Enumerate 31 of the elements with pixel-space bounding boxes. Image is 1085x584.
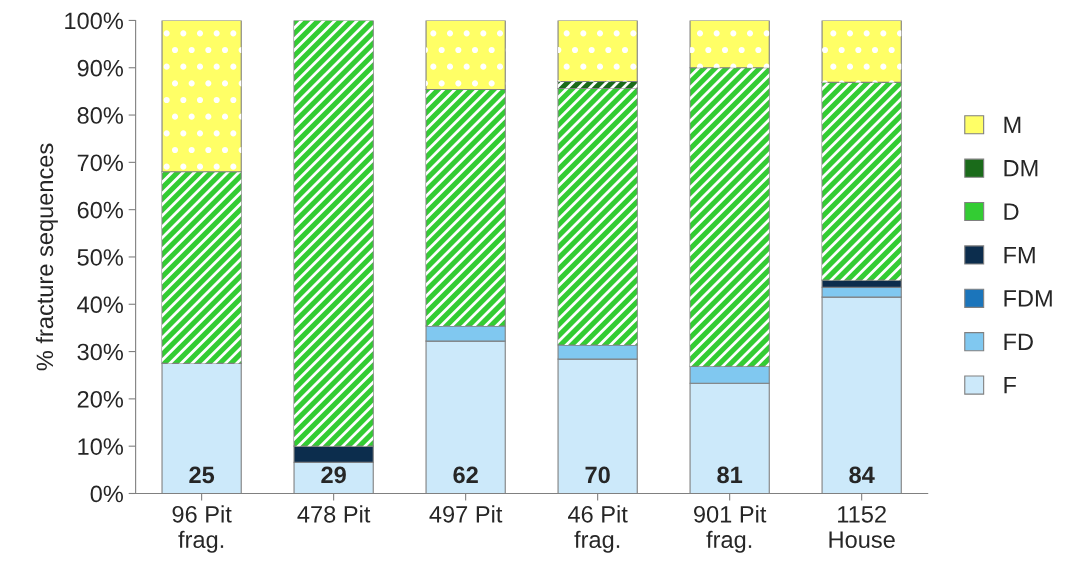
y-tick-label: 30% bbox=[77, 343, 123, 361]
x-tick-label: 1152 House bbox=[829, 505, 895, 549]
y-tick-label: 10% bbox=[78, 438, 123, 455]
x-tick-label: 478 Pit bbox=[297, 505, 371, 523]
legend-label: FM bbox=[1004, 246, 1035, 264]
annotation: 81 bbox=[717, 466, 743, 484]
legend-label: M bbox=[1004, 116, 1021, 133]
annotation: 84 bbox=[849, 466, 875, 484]
annotation: 62 bbox=[453, 466, 478, 484]
legend-label: FDM bbox=[1004, 290, 1052, 307]
annotation: 70 bbox=[585, 466, 610, 484]
legend-label: F bbox=[1004, 377, 1017, 394]
y-tick-label: 60% bbox=[77, 201, 123, 219]
legend-label: FD bbox=[1004, 333, 1033, 350]
y-tick-label: 70% bbox=[77, 154, 123, 172]
x-tick-label: 901 Pit frag. bbox=[694, 505, 767, 553]
y-tick-label: 80% bbox=[77, 107, 123, 124]
x-tick-label: 497 Pit bbox=[429, 505, 503, 523]
x-tick-label: 96 Pit frag. bbox=[172, 505, 232, 553]
y-tick-label: 0% bbox=[90, 485, 123, 503]
annotation: 25 bbox=[189, 466, 215, 484]
y-tick-label: 100% bbox=[65, 12, 123, 30]
y-axis-title: % fracture sequences bbox=[35, 143, 58, 371]
y-tick-label: 40% bbox=[77, 296, 123, 314]
y-tick-label: 20% bbox=[77, 390, 123, 408]
legend-label: D bbox=[1004, 203, 1019, 220]
y-tick-label: 50% bbox=[77, 249, 123, 266]
x-tick-label: 46 Pit frag. bbox=[568, 505, 628, 553]
y-tick-label: 90% bbox=[77, 59, 123, 77]
legend-label: DM bbox=[1004, 160, 1038, 177]
annotation: 29 bbox=[321, 466, 346, 484]
